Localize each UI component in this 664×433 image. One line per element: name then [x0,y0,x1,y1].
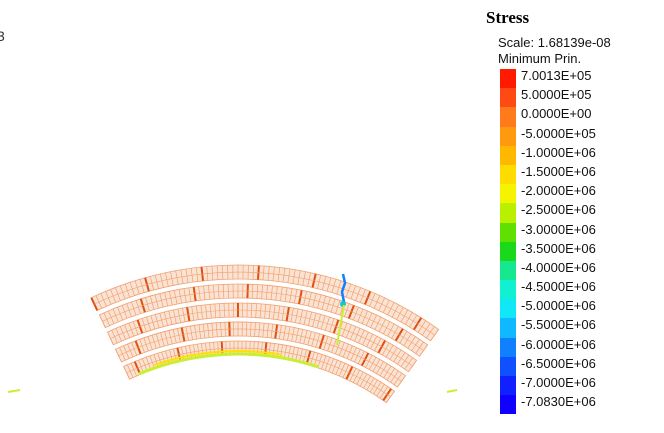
legend-swatch [500,395,516,415]
band-end-cap [7,389,21,393]
tunnel-lining-bands [90,264,440,404]
inner-edge-highlight [7,350,458,393]
legend-tick-label: -6.0000E+06 [521,336,596,352]
legend-swatch [500,184,516,204]
legend-swatch [500,145,516,165]
bolt-line [340,273,347,303]
mesh-line [94,271,435,336]
legend-tick-label: 7.0013E+05 [521,68,592,83]
legend-swatch [500,318,516,338]
mesh-line [430,329,439,342]
legend-tick-label: -4.0000E+06 [521,259,596,275]
mesh-line [118,328,402,382]
legend-color-bar [500,69,516,415]
legend-swatch [500,337,516,357]
legend-swatch [500,126,516,146]
legend-swatch [500,203,516,223]
mesh-line [126,347,391,398]
band-end-cap [446,389,458,393]
legend-swatch [500,222,516,242]
legend-scale-text: Scale: 1.68139e-08 [498,35,611,50]
legend-tick-label: -5.0000E+05 [521,125,596,141]
legend-tick-label: -2.0000E+06 [521,183,596,199]
legend-tick-label: -5.5000E+06 [521,317,596,333]
mesh-line [99,314,106,328]
legend-tick-label: -2.5000E+06 [521,202,596,218]
legend-tick-label: -7.0830E+06 [521,394,596,410]
legend-swatch [500,376,516,396]
rock-bolt-connector [336,273,347,346]
legend-tick-label: -5.0000E+06 [521,298,596,314]
legend-tick-label: 0.0000E+00 [521,106,592,122]
legend-tick-label: -1.5000E+06 [521,163,596,179]
legend-swatch [500,241,516,261]
legend-tick-label: -4.5000E+06 [521,279,596,295]
inner-edge-stroke [153,350,283,366]
legend-swatch [500,299,516,319]
legend-tick-label: -3.0000E+06 [521,221,596,237]
legend-swatch [500,280,516,300]
inner-edge-stroke [137,352,320,376]
mesh-line [102,290,424,351]
legend-title: Stress [486,8,530,27]
mesh-line [110,309,413,367]
legend-tick-label: -3.5000E+06 [521,240,596,256]
legend-swatch [500,356,516,376]
edge-text-fragment: 3 [0,28,5,44]
legend-tick-label: -7.0000E+06 [521,375,596,390]
legend-swatch [500,69,516,89]
legend-tick-label: -1.0000E+06 [521,144,596,160]
legend-tick-label: 5.0000E+05 [521,87,592,103]
bolt-shaft [336,304,345,346]
legend-swatch [500,107,516,127]
legend-swatch [500,88,516,108]
legend-swatch [500,164,516,185]
legend-stress-type: Minimum Prin. [498,51,582,66]
mesh-line [386,390,395,403]
legend-tick-labels: 7.0013E+05 5.0000E+05 0.0000E+00 -5.0000E+0… [521,68,596,414]
legend-swatch [500,260,516,281]
legend-tick-label: -6.5000E+06 [521,355,596,371]
